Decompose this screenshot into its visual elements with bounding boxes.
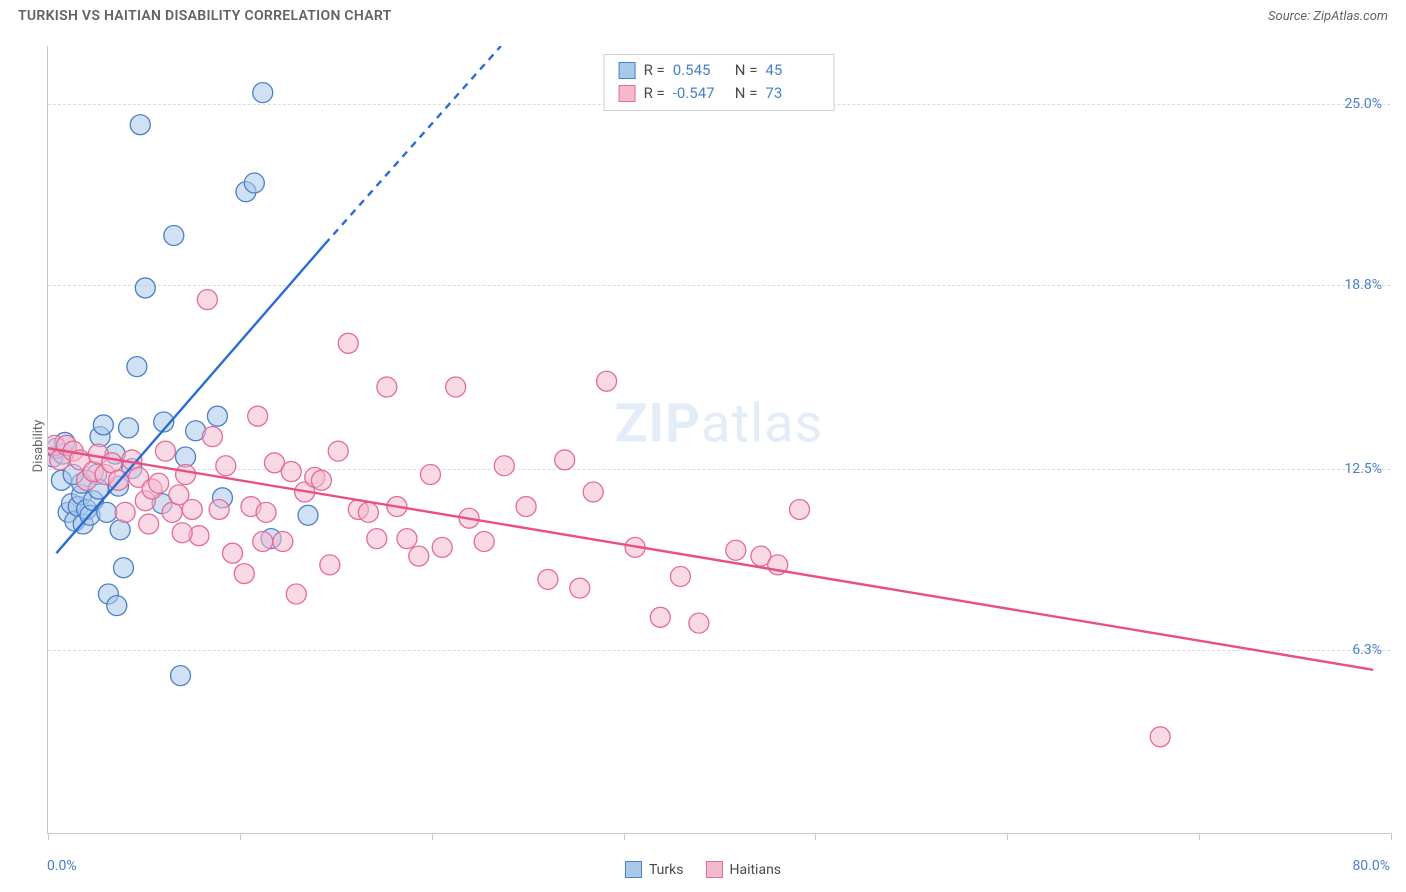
legend-item-turks: Turks (625, 861, 684, 878)
data-point (248, 406, 268, 426)
data-point (377, 377, 397, 397)
n-value: 73 (765, 82, 819, 105)
data-point (286, 584, 306, 604)
correlation-row: R = -0.547 N = 73 (619, 82, 820, 105)
y-axis-label: Disability (31, 420, 46, 473)
correlation-row: R = 0.545 N = 45 (619, 59, 820, 82)
data-point (538, 569, 558, 589)
data-point (397, 529, 417, 549)
data-point (446, 377, 466, 397)
data-point (474, 532, 494, 552)
header: TURKISH VS HAITIAN DISABILITY CORRELATIO… (0, 0, 1406, 28)
x-tick (1007, 833, 1008, 840)
data-point (298, 505, 318, 525)
x-axis-max-label: 80.0% (1352, 858, 1390, 874)
x-tick (1199, 833, 1200, 840)
data-point (367, 529, 387, 549)
data-point (597, 371, 617, 391)
data-point (97, 502, 117, 522)
data-point (516, 497, 536, 517)
data-point (311, 470, 331, 490)
data-point (171, 666, 191, 686)
data-point (202, 427, 222, 447)
x-tick (815, 833, 816, 840)
data-point (281, 462, 301, 482)
r-label: R = (644, 82, 665, 105)
data-point (494, 456, 514, 476)
data-point (256, 502, 276, 522)
data-point (650, 607, 670, 627)
data-point (149, 473, 169, 493)
swatch-icon (705, 861, 722, 878)
chart-title: TURKISH VS HAITIAN DISABILITY CORRELATIO… (18, 8, 392, 24)
legend-label: Haitians (729, 862, 781, 878)
swatch-icon (619, 85, 636, 102)
data-point (172, 523, 192, 543)
data-point (216, 456, 236, 476)
correlation-legend: R = 0.545 N = 45 R = -0.547 N = 73 (604, 54, 835, 111)
source-label: Source: ZipAtlas.com (1268, 9, 1388, 24)
data-point (155, 441, 175, 461)
data-point (790, 499, 810, 519)
series-legend: Turks Haitians (625, 861, 781, 878)
n-label: N = (735, 59, 758, 82)
data-point (409, 546, 429, 566)
data-point (1150, 727, 1170, 747)
plot-area: ZIPatlas R =0.545N =45R =-0.547N =73 6.3… (47, 46, 1390, 834)
legend-label: Turks (649, 862, 684, 878)
r-label: R = (644, 59, 665, 82)
data-point (209, 499, 229, 519)
data-point (130, 115, 150, 135)
x-tick (48, 833, 49, 840)
data-point (420, 464, 440, 484)
data-point (107, 596, 127, 616)
data-point (583, 482, 603, 502)
trend-line-extrapolated (325, 46, 501, 244)
data-point (432, 537, 452, 557)
data-point (358, 502, 378, 522)
x-tick (240, 833, 241, 840)
data-point (253, 83, 273, 103)
n-label: N = (735, 82, 758, 105)
data-point (234, 564, 254, 584)
data-point (320, 555, 340, 575)
data-point (244, 173, 264, 193)
data-point (110, 520, 130, 540)
data-point (139, 514, 159, 534)
scatter-svg (48, 46, 1390, 833)
x-tick (1391, 833, 1392, 840)
data-point (119, 418, 139, 438)
x-tick (432, 833, 433, 840)
swatch-icon (619, 62, 636, 79)
data-point (135, 278, 155, 298)
data-point (113, 558, 133, 578)
r-value: -0.547 (673, 82, 727, 105)
n-value: 45 (765, 59, 819, 82)
data-point (670, 567, 690, 587)
data-point (182, 499, 202, 519)
x-axis-min-label: 0.0% (47, 858, 77, 874)
swatch-icon (625, 861, 642, 878)
data-point (127, 357, 147, 377)
data-point (197, 290, 217, 310)
data-point (273, 532, 293, 552)
x-tick (624, 833, 625, 840)
r-value: 0.545 (673, 59, 727, 82)
data-point (338, 333, 358, 353)
legend-item-haitians: Haitians (705, 861, 781, 878)
data-point (176, 464, 196, 484)
trend-line (48, 448, 1373, 670)
data-point (328, 441, 348, 461)
data-point (93, 415, 113, 435)
data-point (223, 543, 243, 563)
data-point (164, 225, 184, 245)
chart-container: TURKISH VS HAITIAN DISABILITY CORRELATIO… (0, 0, 1406, 892)
data-point (726, 540, 746, 560)
data-point (115, 502, 135, 522)
data-point (689, 613, 709, 633)
data-point (253, 532, 273, 552)
data-point (570, 578, 590, 598)
data-point (207, 406, 227, 426)
data-point (555, 450, 575, 470)
